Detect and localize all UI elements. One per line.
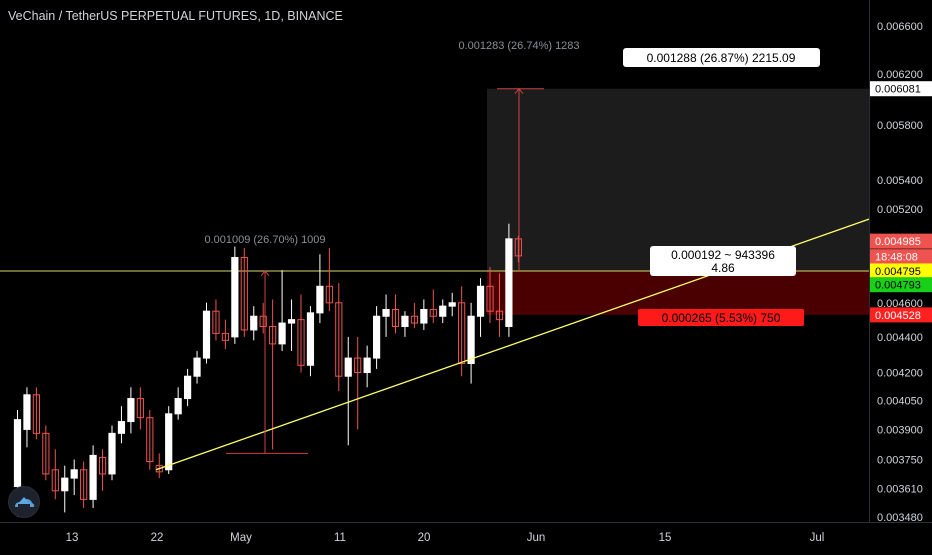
candle-body — [166, 414, 172, 470]
price-tick-label: 0.004200 — [877, 368, 923, 380]
candle-body — [345, 358, 351, 376]
candle-body — [185, 376, 191, 398]
price-tick-label: 0.005800 — [877, 120, 923, 132]
candle-body — [364, 358, 370, 372]
tradingview-cloud-logo-icon[interactable] — [8, 486, 40, 518]
candle-body — [279, 323, 285, 344]
price-tag-label: 0.006081 — [875, 84, 921, 96]
candle-body — [383, 309, 389, 316]
candle-body — [307, 313, 313, 365]
candle-body — [374, 316, 380, 358]
time-tick-label: May — [230, 532, 252, 544]
candlestick-series — [14, 224, 521, 517]
price-tag-label: 0.004985 — [875, 236, 921, 248]
time-tick-label: 22 — [151, 532, 164, 544]
candle-body — [440, 306, 446, 316]
chart-title: VeChain / TetherUS PERPETUAL FUTURES, 1D… — [8, 9, 343, 23]
time-tick-label: 13 — [66, 532, 79, 544]
price-tick-label: 0.004400 — [877, 332, 923, 344]
price-tick-label: 0.006200 — [877, 69, 923, 81]
candle-body — [128, 399, 134, 422]
candle-body — [477, 286, 483, 316]
candle-body — [251, 316, 257, 330]
candle-body — [71, 470, 77, 478]
measure-label-target: 0.001283 (26.74%) 1283 — [458, 40, 579, 52]
price-tag-label: 18:48:08 — [875, 252, 918, 264]
profit-zone — [487, 89, 869, 271]
candle-body — [468, 316, 474, 363]
target-label-text: 0.001288 (26.87%) 2215.09 — [647, 51, 796, 65]
time-axis[interactable]: 13 22 May 11 20 Jun 15 Jul — [0, 523, 932, 545]
candle-body — [24, 395, 30, 430]
candle-body — [506, 239, 512, 327]
stop-label-text: 0.000265 (5.53%) 750 — [662, 311, 781, 325]
candle-body — [14, 420, 20, 487]
candle-body — [175, 399, 181, 414]
candle-body — [288, 320, 294, 323]
price-tick-label: 0.004050 — [877, 395, 923, 407]
time-tick-label: 11 — [334, 532, 346, 544]
time-tick-label: Jun — [527, 532, 546, 544]
price-tick-label: 0.003900 — [877, 424, 923, 436]
time-tick-label: 20 — [418, 532, 431, 544]
price-tick-label: 0.003750 — [877, 454, 923, 466]
price-tag-label: 0.004795 — [875, 266, 921, 278]
measure-label-past: 0.001009 (26.70%) 1009 — [204, 234, 325, 246]
candle-body — [232, 257, 238, 336]
candle-body — [317, 286, 323, 313]
candle-body — [118, 422, 124, 434]
price-axis[interactable]: 0.006600 0.006200 0.005800 0.005400 0.005200… — [870, 0, 932, 524]
candle-body — [62, 478, 68, 491]
candle-body — [449, 303, 455, 306]
price-tick-label: 0.003610 — [877, 484, 923, 496]
risk-label-text: 0.000192 ~ 943396 — [671, 248, 775, 262]
candle-body — [402, 316, 408, 326]
price-tick-label: 0.006600 — [877, 21, 923, 33]
loss-zone — [487, 271, 869, 315]
candle-body — [194, 358, 200, 376]
candle-body — [203, 311, 209, 358]
candle-body — [421, 309, 427, 323]
candle-body — [90, 455, 96, 499]
price-tick-label: 0.005400 — [877, 175, 923, 187]
time-tick-label: Jul — [810, 532, 825, 544]
position-zones — [487, 89, 869, 315]
price-tag-label: 0.004793 — [875, 280, 921, 292]
risk-ratio-text: 4.86 — [711, 261, 735, 275]
price-tick-label: 0.005200 — [877, 204, 923, 216]
price-tick-label: 0.003480 — [877, 512, 923, 524]
candle-body — [109, 433, 115, 474]
price-tag-label: 0.004528 — [875, 310, 921, 322]
time-tick-label: 15 — [659, 532, 672, 544]
